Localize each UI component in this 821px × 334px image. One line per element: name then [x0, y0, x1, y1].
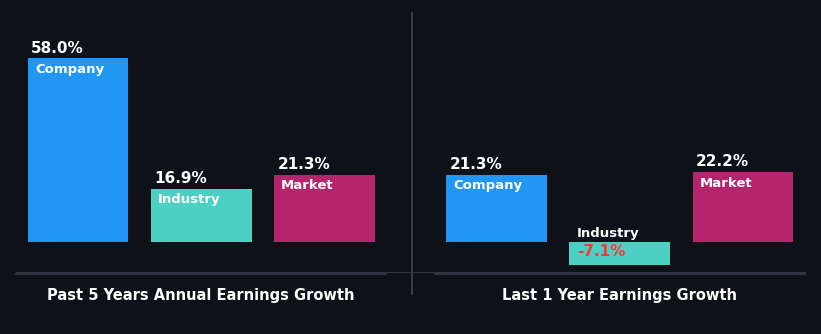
Bar — [28, 58, 128, 242]
Text: -7.1%: -7.1% — [576, 244, 625, 259]
Text: 21.3%: 21.3% — [450, 157, 502, 172]
Text: Industry: Industry — [576, 227, 640, 240]
Bar — [273, 175, 374, 242]
Text: Company: Company — [454, 179, 523, 192]
X-axis label: Past 5 Years Annual Earnings Growth: Past 5 Years Annual Earnings Growth — [48, 288, 355, 303]
Text: Market: Market — [281, 179, 334, 192]
Text: 16.9%: 16.9% — [154, 171, 207, 186]
Text: 21.3%: 21.3% — [277, 157, 330, 172]
Text: 22.2%: 22.2% — [696, 154, 750, 169]
Text: Company: Company — [34, 63, 104, 76]
X-axis label: Last 1 Year Earnings Growth: Last 1 Year Earnings Growth — [502, 288, 737, 303]
Bar — [570, 242, 670, 265]
Bar — [693, 172, 793, 242]
Bar — [151, 189, 251, 242]
Text: Market: Market — [700, 177, 753, 190]
Text: 58.0%: 58.0% — [31, 41, 84, 56]
Text: Industry: Industry — [158, 193, 221, 206]
Bar — [447, 175, 548, 242]
